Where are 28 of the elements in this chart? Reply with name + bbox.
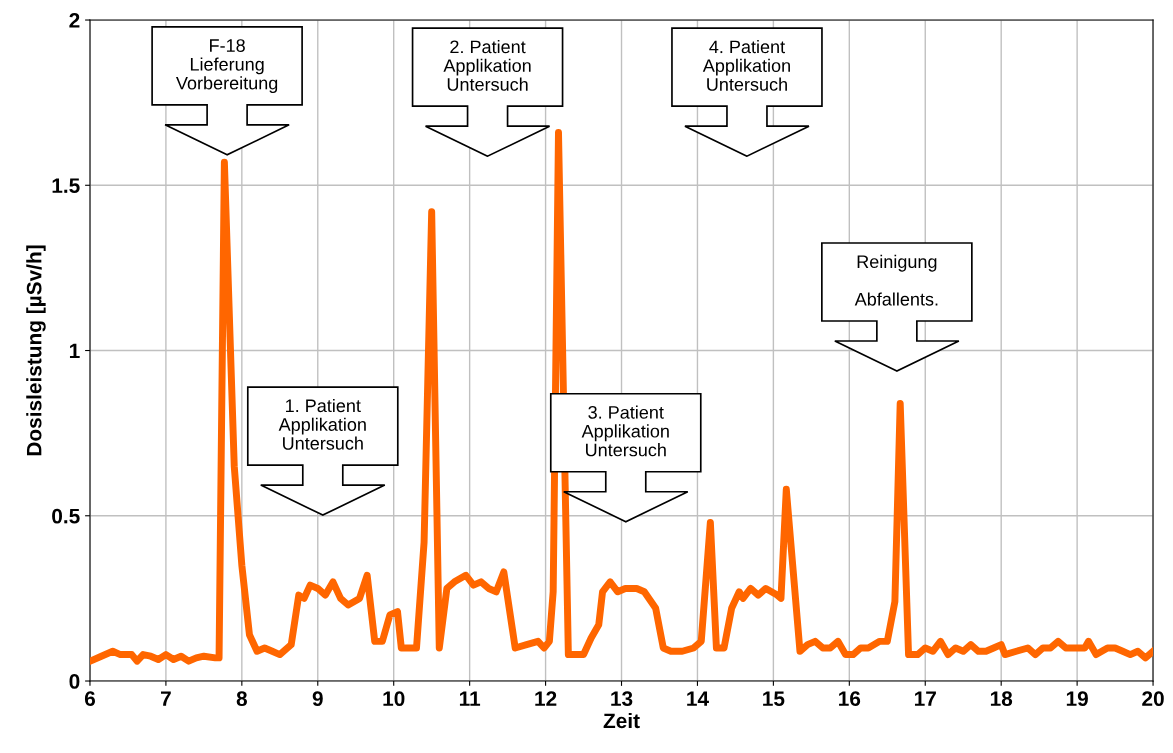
x-tick-label: 19 — [1066, 691, 1088, 707]
annotation: Reinigung Abfallents. — [854, 254, 938, 306]
annotation: 1. Patient Applikation Untersuch — [278, 398, 366, 450]
x-tick-label: 11 — [459, 691, 481, 706]
annotation: F-18 Lieferung Vorbereitung — [175, 39, 278, 94]
y-tick-label: 0.5 — [52, 508, 80, 524]
y-tick-label: 1.5 — [52, 178, 80, 194]
x-tick-label: 13 — [611, 691, 633, 707]
annotation: 3. Patient Applikation Untersuch — [581, 405, 669, 457]
x-tick-label: 14 — [687, 691, 709, 706]
x-tick-label: 8 — [236, 691, 247, 707]
x-tick-label: 12 — [535, 691, 557, 706]
y-tick-label: 2 — [69, 13, 80, 28]
x-tick-label: 7 — [161, 691, 171, 706]
y-axis-title: Dosisleistung [µSv/h] — [26, 245, 46, 456]
x-tick-label: 17 — [914, 691, 936, 706]
x-tick-label: 16 — [839, 691, 861, 707]
x-tick-label: 18 — [990, 691, 1013, 707]
x-axis-title: Zeit — [603, 712, 640, 729]
x-tick-label: 10 — [383, 691, 405, 707]
x-tick-label: 20 — [1142, 691, 1164, 707]
annotation: 4. Patient Applikation Untersuch — [702, 39, 790, 91]
y-tick-label: 0 — [69, 674, 80, 689]
x-tick-label: 6 — [84, 691, 96, 707]
x-tick-label: 15 — [763, 691, 785, 707]
y-tick-label: 1 — [69, 343, 80, 359]
annotation: 2. Patient Applikation Untersuch — [443, 39, 531, 91]
x-tick-label: 9 — [312, 691, 323, 707]
